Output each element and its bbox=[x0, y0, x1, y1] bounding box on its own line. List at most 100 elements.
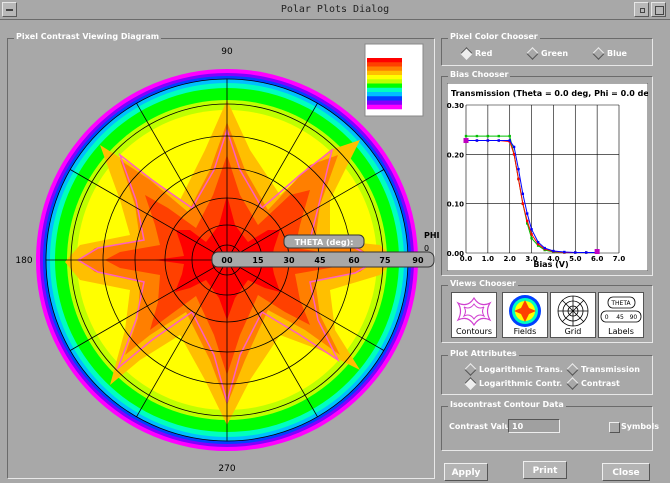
theta-tick-label: 30 bbox=[283, 256, 295, 265]
radio-blue-indicator bbox=[592, 47, 605, 60]
bias-chart[interactable]: Transmission (Theta = 0.0 deg, Phi = 0.0… bbox=[447, 83, 648, 271]
bias-x-tick: 2.0 bbox=[504, 255, 517, 263]
bias-point bbox=[521, 192, 525, 195]
colorbar-swatch bbox=[367, 70, 402, 76]
colorbar-swatch bbox=[367, 104, 402, 110]
isocontrast-label: Isocontrast Contour Data bbox=[448, 400, 566, 409]
colorbar-swatch bbox=[367, 66, 402, 72]
bias-point bbox=[508, 134, 511, 138]
bias-endpoint bbox=[594, 249, 600, 255]
minimize-button[interactable] bbox=[634, 2, 649, 17]
view-fields-button[interactable]: Fields bbox=[502, 292, 548, 338]
colorbar bbox=[367, 58, 402, 110]
view-grid-button[interactable]: Grid bbox=[550, 292, 596, 338]
fields-label: Fields bbox=[513, 327, 537, 336]
bias-x-tick: 4.0 bbox=[547, 255, 560, 263]
bias-point bbox=[464, 134, 468, 138]
symbols-checkbox[interactable] bbox=[609, 422, 620, 433]
bias-point bbox=[486, 134, 490, 138]
radio-blue[interactable]: Blue bbox=[592, 47, 627, 60]
colorbar-swatch bbox=[367, 100, 402, 106]
bias-chooser: Bias Chooser bbox=[441, 70, 653, 276]
colorbar-swatch bbox=[367, 75, 402, 80]
colorbar-swatch bbox=[367, 62, 402, 67]
bias-point bbox=[563, 250, 566, 254]
bias-point bbox=[512, 145, 516, 149]
labels-icon-ticks: 0 45 90 bbox=[605, 314, 638, 321]
phi-label: PHI bbox=[424, 231, 440, 240]
bias-chart-xlabel: Bias (V) bbox=[533, 260, 568, 269]
bias-point bbox=[512, 153, 516, 156]
radio-transmission[interactable]: Transmission bbox=[566, 363, 640, 376]
contrast-value-input[interactable]: 10 bbox=[508, 419, 560, 433]
bias-y-tick: 0.00 bbox=[447, 250, 464, 258]
radio-log-trans[interactable]: Logarithmic Trans. bbox=[464, 363, 563, 376]
radio-green-label: Green bbox=[541, 49, 569, 58]
bias-point bbox=[536, 242, 540, 246]
angle-270-label: 270 bbox=[218, 464, 235, 474]
bias-point bbox=[497, 134, 500, 138]
phi-zero-label: 0 bbox=[424, 244, 429, 253]
bias-x-tick: 6.0 bbox=[591, 255, 604, 263]
theta-label-box bbox=[283, 234, 365, 249]
bias-point bbox=[526, 212, 529, 215]
radio-transmission-label: Transmission bbox=[581, 365, 640, 374]
bias-point bbox=[475, 139, 479, 142]
pixel-color-chooser: Pixel Color Chooser Red Green Blue bbox=[441, 32, 653, 66]
radio-blue-label: Blue bbox=[607, 49, 627, 58]
maximize-button[interactable] bbox=[651, 2, 666, 17]
view-labels-button[interactable]: THETA 0 45 90 Labels bbox=[598, 292, 644, 338]
theta-tick-label: 90 bbox=[412, 256, 424, 265]
theta-tick-label: 15 bbox=[252, 256, 264, 265]
bias-chooser-label: Bias Chooser bbox=[448, 70, 511, 79]
bias-point bbox=[486, 139, 490, 142]
bias-point bbox=[536, 240, 540, 244]
radio-log-trans-label: Logarithmic Trans. bbox=[479, 365, 563, 374]
angle-180-label: 180 bbox=[15, 256, 32, 266]
colorbar-swatch bbox=[367, 96, 402, 101]
view-contours-button[interactable]: Contours bbox=[451, 292, 497, 338]
plot-attributes-label: Plot Attributes bbox=[448, 349, 519, 358]
contrast-value-label: Contrast Value: bbox=[449, 422, 519, 431]
bias-x-tick: 0.0 bbox=[460, 255, 473, 263]
contours-label: Contours bbox=[455, 327, 493, 336]
bias-point bbox=[475, 134, 479, 138]
grid-label: Grid bbox=[564, 327, 582, 336]
radio-red[interactable]: Red bbox=[460, 47, 492, 60]
grid-icon bbox=[557, 295, 589, 327]
isocontrast-contour-data: Isocontrast Contour Data Contrast Value:… bbox=[441, 400, 659, 451]
theta-tick-label: 60 bbox=[348, 256, 360, 265]
apply-button[interactable]: Apply bbox=[444, 463, 488, 481]
radio-log-contr-label: Logarithmic Contr. bbox=[479, 379, 563, 388]
title-bar: Polar Plots Dialog bbox=[0, 0, 670, 20]
close-button[interactable]: Close bbox=[602, 463, 650, 481]
window-menu-button[interactable] bbox=[2, 2, 17, 17]
colorbar-swatch bbox=[367, 92, 402, 97]
radio-log-contr[interactable]: Logarithmic Contr. bbox=[464, 377, 563, 390]
bias-point bbox=[526, 222, 529, 225]
bias-y-tick: 0.10 bbox=[447, 201, 464, 209]
bias-point bbox=[530, 228, 533, 231]
colorbar-swatch bbox=[367, 87, 402, 93]
bias-x-tick: 1.0 bbox=[482, 255, 495, 263]
labels-icon: THETA 0 45 90 bbox=[600, 296, 642, 323]
bias-y-tick: 0.20 bbox=[447, 151, 464, 159]
theta-ticks: 00 15 30 45 60 75 90 bbox=[221, 256, 424, 265]
radio-green-indicator bbox=[526, 47, 539, 60]
theta-tick-label: 75 bbox=[379, 256, 391, 265]
theta-label: THETA (deg): bbox=[295, 238, 354, 247]
bias-point bbox=[517, 167, 520, 171]
bias-point bbox=[585, 251, 588, 254]
colorbar-swatch bbox=[367, 58, 402, 63]
bias-point bbox=[521, 202, 525, 205]
radio-green[interactable]: Green bbox=[526, 47, 569, 60]
colorbar-swatch bbox=[367, 79, 402, 84]
print-button[interactable]: Print bbox=[523, 461, 567, 479]
bias-point bbox=[497, 139, 500, 142]
bias-point bbox=[574, 251, 577, 254]
radio-contrast[interactable]: Contrast bbox=[566, 377, 620, 390]
bias-point bbox=[543, 246, 546, 250]
window-title: Polar Plots Dialog bbox=[280, 4, 390, 15]
radio-transmission-indicator bbox=[566, 363, 579, 376]
polar-diagram[interactable]: 90 180 270 PHI 0 THETA (deg): 00 15 30 45 60… bbox=[0, 30, 440, 480]
